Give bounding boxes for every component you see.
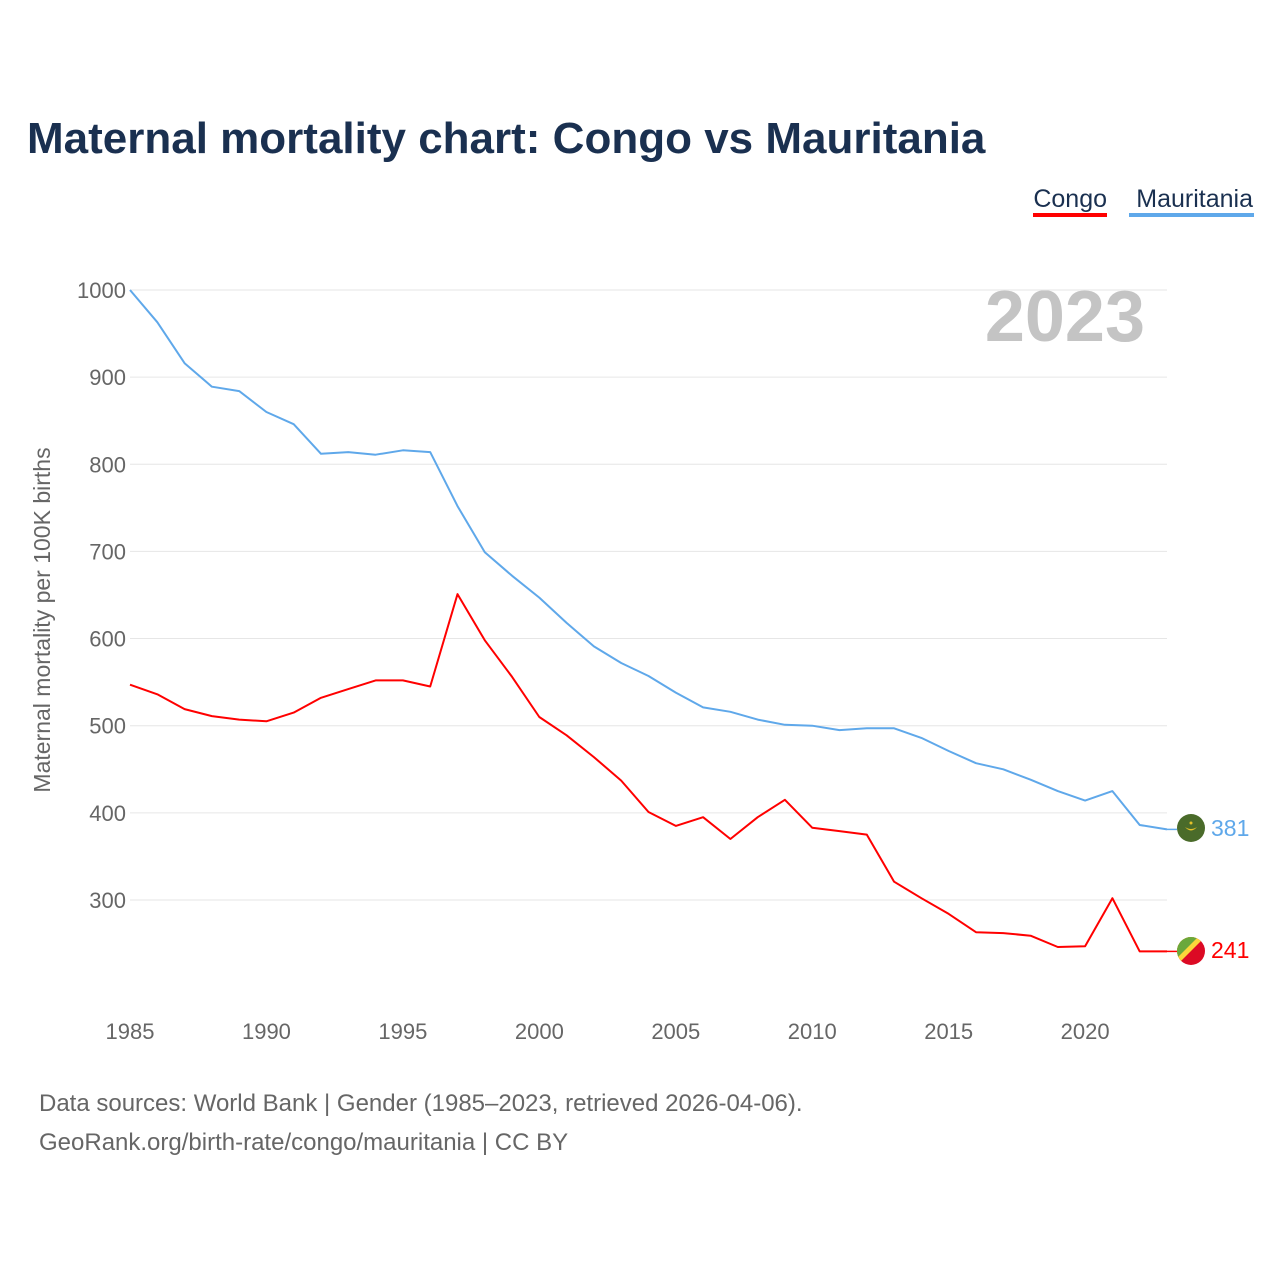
y-tick-label: 800 — [89, 452, 126, 477]
y-tick-label: 600 — [89, 627, 126, 652]
y-axis: 300 400 500 600 700 800 900 1000 — [77, 278, 126, 913]
x-tick-label: 2015 — [924, 1019, 973, 1044]
x-tick-label: 2005 — [651, 1019, 700, 1044]
flag-mauritania-icon — [1177, 814, 1205, 842]
y-tick-label: 1000 — [77, 278, 126, 303]
legend: Congo Mauritania — [1033, 185, 1254, 217]
footer-attribution[interactable]: GeoRank.org/birth-rate/congo/mauritania … — [39, 1129, 568, 1156]
gridlines — [130, 289, 1167, 901]
x-axis: 1985 1990 1995 2000 2005 2010 2015 2020 — [106, 1019, 1110, 1044]
legend-mauritania-swatch — [1129, 213, 1254, 217]
x-tick-label: 2010 — [788, 1019, 837, 1044]
legend-congo-swatch — [1033, 213, 1107, 217]
legend-mauritania[interactable]: Mauritania — [1136, 185, 1253, 213]
chart-title: Maternal mortality chart: Congo vs Mauri… — [27, 114, 986, 163]
flag-congo-icon — [1177, 937, 1205, 965]
footer-sources: Data sources: World Bank | Gender (1985–… — [39, 1090, 803, 1117]
series-line-mauritania — [129, 289, 1168, 831]
series-line-congo — [129, 593, 1167, 953]
y-axis-label: Maternal mortality per 100K births — [29, 447, 55, 792]
y-tick-label: 500 — [89, 714, 126, 739]
end-label-mauritania: 381 — [1211, 815, 1249, 841]
end-label-congo: 241 — [1211, 937, 1249, 963]
x-tick-label: 2020 — [1061, 1019, 1110, 1044]
x-tick-label: 1990 — [242, 1019, 291, 1044]
legend-congo[interactable]: Congo — [1033, 185, 1107, 213]
series-lines — [129, 289, 1177, 953]
x-tick-label: 1995 — [378, 1019, 427, 1044]
y-tick-label: 900 — [89, 365, 126, 390]
x-tick-label: 1985 — [106, 1019, 155, 1044]
y-tick-label: 700 — [89, 539, 126, 564]
y-tick-label: 300 — [89, 888, 126, 913]
year-watermark: 2023 — [985, 277, 1145, 357]
y-tick-label: 400 — [89, 801, 126, 826]
x-tick-label: 2000 — [515, 1019, 564, 1044]
